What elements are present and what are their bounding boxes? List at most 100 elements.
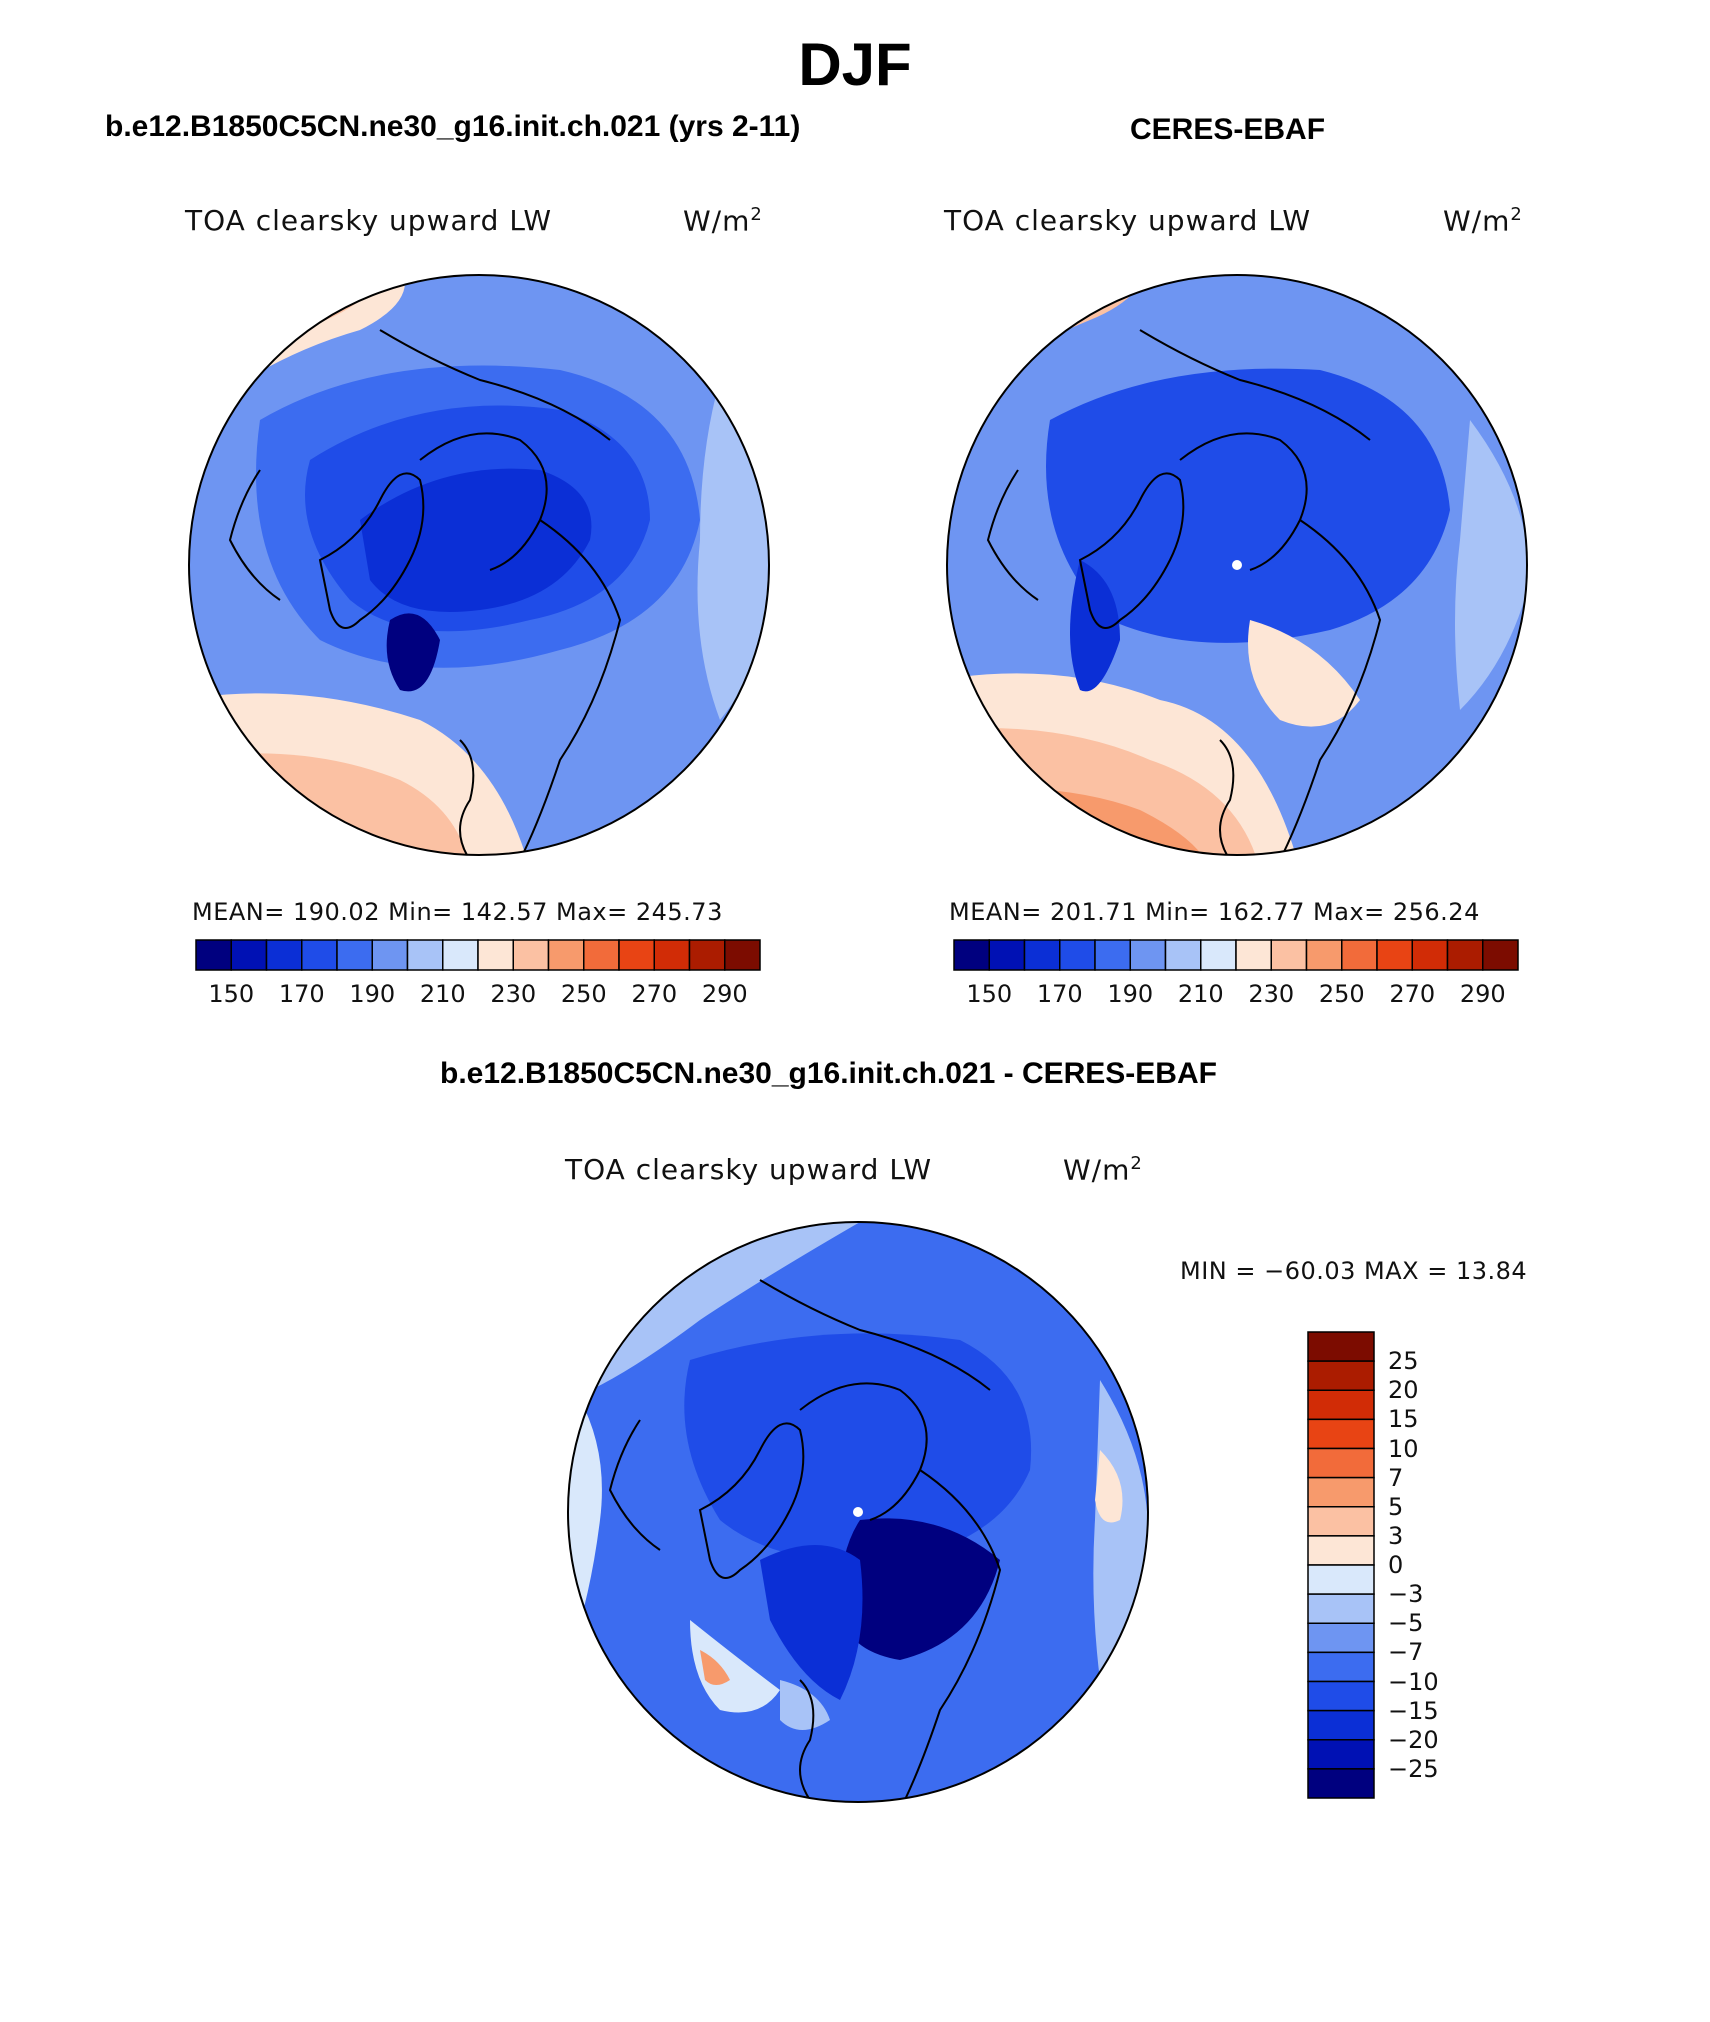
model-colorbar-box — [301, 939, 338, 971]
model-colorbar-box — [477, 939, 514, 971]
model-colorbar-box — [618, 939, 655, 971]
obs-colorbar-tick-label: 250 — [1318, 980, 1365, 1008]
model-colorbar-tick-label: 170 — [278, 980, 325, 1008]
model-colorbar-box — [336, 939, 373, 971]
diff-colorbar-label: 3 — [1388, 1521, 1404, 1550]
obs-colorbar-box — [1129, 939, 1167, 971]
obs-map-frame — [946, 274, 1528, 856]
diff-stats: MIN = −60.03 MAX = 13.84 — [1180, 1257, 1528, 1285]
model-colorbar-box — [653, 939, 691, 971]
model-colorbar-box — [724, 939, 761, 971]
obs-colorbar-box — [1305, 939, 1343, 971]
obs-colorbar-box — [1270, 939, 1308, 971]
diff-polar-map — [568, 1222, 1148, 1802]
diff-map-frame — [567, 1221, 1149, 1803]
model-colorbar-box — [195, 939, 232, 971]
obs-variable-label: TOA clearsky upward LW — [944, 204, 1312, 237]
model-colorbar-box — [265, 939, 303, 971]
model-colorbar-box — [547, 939, 585, 971]
model-colorbar-box — [371, 939, 409, 971]
diff-colorbar-label: −10 — [1388, 1667, 1439, 1696]
diff-colorbar-label: −15 — [1388, 1696, 1439, 1725]
obs-colorbar-box — [953, 939, 990, 971]
diff-colorbar-box — [1307, 1768, 1375, 1799]
diff-colorbar-label: 5 — [1388, 1492, 1404, 1521]
obs-stats: MEAN= 201.71 Min= 162.77 Max= 256.24 — [949, 898, 1480, 926]
obs-colorbar-tick-label: 190 — [1107, 980, 1154, 1008]
model-colorbar-tick-label: 290 — [701, 980, 748, 1008]
model-colorbar-box — [406, 939, 444, 971]
obs-colorbar-box — [1164, 939, 1202, 971]
obs-colorbar-box — [988, 939, 1026, 971]
model-polar-map — [189, 275, 769, 855]
diff-colorbar — [1307, 1331, 1375, 1799]
diff-colorbar-box — [1307, 1447, 1375, 1479]
obs-colorbar — [953, 939, 1519, 971]
diff-colorbar-label: 10 — [1388, 1434, 1419, 1463]
model-stats: MEAN= 190.02 Min= 142.57 Max= 245.73 — [192, 898, 723, 926]
obs-colorbar-box — [1482, 939, 1519, 971]
diff-colorbar-label: −5 — [1388, 1609, 1424, 1638]
diff-colorbar-label: −20 — [1388, 1725, 1439, 1754]
obs-units-label: W/m2 — [1443, 204, 1523, 238]
diff-colorbar-box — [1307, 1506, 1375, 1537]
figure-title: DJF — [798, 31, 912, 98]
model-map-frame — [188, 274, 770, 856]
diff-colorbar-label: 25 — [1388, 1347, 1419, 1376]
obs-pole-marker — [1232, 560, 1242, 570]
diff-colorbar-box — [1307, 1360, 1375, 1391]
model-colorbar-box — [442, 939, 479, 971]
diff-colorbar-label: 20 — [1388, 1376, 1419, 1405]
obs-colorbar-tick-label: 170 — [1036, 980, 1083, 1008]
model-coastlines — [228, 329, 622, 855]
diff-pole-marker — [853, 1507, 863, 1517]
diff-colorbar-box — [1307, 1564, 1375, 1595]
diff-colorbar-box — [1307, 1593, 1375, 1624]
obs-colorbar-box — [1235, 939, 1272, 971]
obs-colorbar-tick-label: 290 — [1459, 980, 1506, 1008]
diff-colorbar-box — [1307, 1622, 1375, 1654]
model-colorbar-box — [230, 939, 268, 971]
diff-colorbar-box — [1307, 1476, 1375, 1508]
obs-colorbar-box — [1059, 939, 1096, 971]
obs-colorbar-tick-label: 230 — [1248, 980, 1295, 1008]
model-colorbar-box — [583, 939, 620, 971]
diff-colorbar-label: 7 — [1388, 1463, 1404, 1492]
diff-panel-title: b.e12.B1850C5CN.ne30_g16.init.ch.021 - C… — [440, 1057, 1217, 1090]
model-colorbar-tick-label: 230 — [490, 980, 537, 1008]
model-colorbar-tick-label: 250 — [560, 980, 607, 1008]
diff-colorbar-box — [1307, 1709, 1375, 1741]
diff-colorbar-box — [1307, 1389, 1375, 1421]
model-colorbar-tick-label: 150 — [208, 980, 255, 1008]
diff-colorbar-box — [1307, 1535, 1375, 1566]
obs-colorbar-tick-label: 150 — [966, 980, 1013, 1008]
model-colorbar-tick-label: 210 — [419, 980, 466, 1008]
diff-colorbar-box — [1307, 1651, 1375, 1683]
obs-colorbar-box — [1341, 939, 1378, 971]
obs-colorbar-box — [1094, 939, 1131, 971]
model-colorbar-tick-label: 270 — [631, 980, 678, 1008]
diff-colorbar-label: −25 — [1388, 1754, 1439, 1783]
model-colorbar-box — [512, 939, 550, 971]
obs-colorbar-box — [1446, 939, 1484, 971]
diff-colorbar-label: −7 — [1388, 1638, 1424, 1667]
diff-colorbar-box — [1307, 1331, 1375, 1362]
model-panel-title: b.e12.B1850C5CN.ne30_g16.init.ch.021 (yr… — [105, 110, 801, 143]
model-variable-label: TOA clearsky upward LW — [185, 204, 553, 237]
model-colorbar-box — [688, 939, 726, 971]
diff-colorbar-label: 0 — [1388, 1551, 1404, 1579]
obs-colorbar-box — [1023, 939, 1061, 971]
obs-panel-title: CERES-EBAF — [1130, 113, 1326, 146]
model-units-label: W/m2 — [683, 204, 763, 238]
obs-colorbar-box — [1411, 939, 1449, 971]
obs-colorbar-box — [1376, 939, 1413, 971]
obs-colorbar-tick-label: 270 — [1389, 980, 1436, 1008]
obs-colorbar-tick-label: 210 — [1177, 980, 1224, 1008]
model-colorbar-tick-label: 190 — [349, 980, 396, 1008]
diff-colorbar-label: −3 — [1388, 1580, 1424, 1609]
model-colorbar — [195, 939, 761, 971]
obs-colorbar-box — [1200, 939, 1237, 971]
diff-colorbar-box — [1307, 1418, 1375, 1450]
diff-colorbar-label: 15 — [1388, 1405, 1419, 1434]
